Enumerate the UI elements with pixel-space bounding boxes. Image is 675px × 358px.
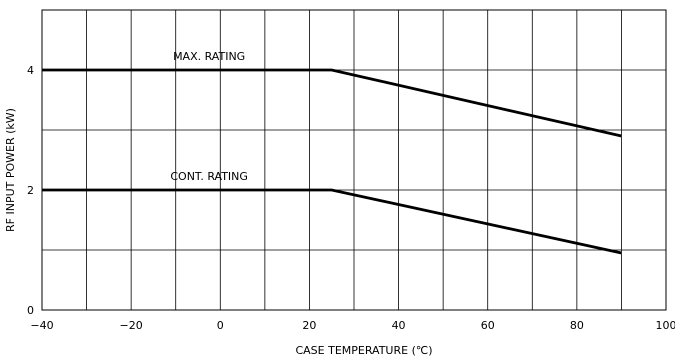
- plot-border: [41, 9, 667, 311]
- series-lines: [42, 68, 622, 255]
- series-annotations: MAX. RATING CONT. RATING: [170, 50, 248, 183]
- plot-frame: [41, 9, 667, 311]
- y-tick-label: 0: [27, 304, 34, 317]
- series-label-max-rating: MAX. RATING: [173, 50, 245, 63]
- x-tick-label: 100: [656, 319, 675, 332]
- x-axis-label: CASE TEMPERATURE (℃): [295, 344, 432, 357]
- x-tick-label: −20: [120, 319, 143, 332]
- series-label-cont-rating: CONT. RATING: [170, 170, 248, 183]
- y-tick-label: 4: [27, 64, 34, 77]
- x-axis-ticks: −40 −20 0 20 40 60 80 100: [30, 319, 675, 332]
- x-tick-label: 0: [217, 319, 224, 332]
- x-tick-label: −40: [30, 319, 53, 332]
- y-tick-label: 2: [27, 184, 34, 197]
- x-tick-label: 80: [570, 319, 584, 332]
- y-axis-ticks: 0 2 4: [27, 64, 34, 317]
- grid: [42, 10, 666, 310]
- x-tick-label: 60: [481, 319, 495, 332]
- y-axis-label: RF INPUT POWER (kW): [4, 108, 17, 232]
- series-line-cont-rating: [42, 188, 622, 255]
- x-tick-label: 40: [392, 319, 406, 332]
- series-line-max-rating: [42, 68, 622, 138]
- x-tick-label: 20: [302, 319, 316, 332]
